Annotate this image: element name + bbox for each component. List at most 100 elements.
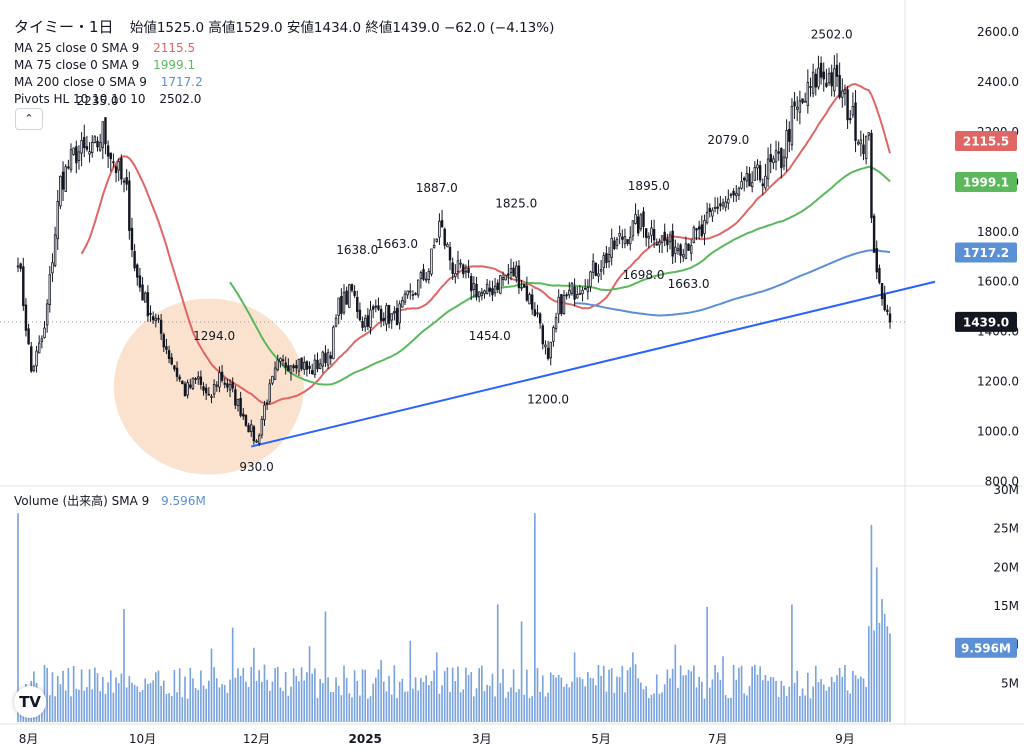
candle-body-down: [310, 370, 314, 375]
volume-bar: [353, 670, 356, 722]
volume-bar: [576, 677, 579, 722]
volume-bar: [70, 696, 72, 722]
indicator-ma25[interactable]: MA 25 close 0 SMA 9 2115.5: [14, 41, 195, 55]
volume-bar: [131, 682, 133, 722]
candle: [117, 158, 120, 182]
volume-bar: [730, 697, 732, 722]
candle: [864, 135, 868, 165]
indicator-ma75[interactable]: MA 75 close 0 SMA 9 1999.1: [14, 58, 195, 72]
candle-body-down: [814, 73, 818, 88]
candle: [782, 149, 786, 171]
candle-body-down: [377, 305, 380, 310]
volume-bar: [457, 666, 459, 722]
candle: [838, 62, 841, 100]
volume-bar: [475, 688, 478, 722]
candle-body-up: [454, 273, 457, 278]
candle-body-up: [750, 182, 754, 188]
candle: [814, 68, 818, 96]
volume-bar: [833, 681, 836, 722]
candle: [59, 175, 62, 210]
badge-label: 9.596M: [961, 641, 1011, 655]
candle-body-up: [411, 294, 415, 296]
candle-body-up: [326, 352, 330, 366]
candle: [411, 290, 415, 301]
volume-bar: [836, 675, 838, 722]
candle-body-up: [154, 318, 158, 322]
candle: [128, 171, 131, 240]
candle-body-up: [313, 359, 317, 376]
candle: [602, 252, 605, 275]
candle-body-down: [809, 86, 812, 88]
badge-bg: [955, 242, 1017, 263]
volume-bar: [520, 621, 523, 722]
collapse-legend-button[interactable]: ⌃: [15, 108, 43, 130]
pivot-label: 1663.0: [376, 237, 418, 251]
candle: [650, 219, 653, 243]
volume-bar: [332, 692, 335, 722]
volume-bar: [785, 695, 788, 722]
candle-body-up: [721, 202, 725, 207]
volume-bar: [67, 667, 70, 722]
candle: [287, 358, 290, 372]
candle: [764, 163, 767, 191]
candle: [626, 239, 629, 246]
tradingview-logo-icon[interactable]: TV: [14, 686, 46, 718]
volume-bar: [192, 678, 194, 722]
candle-body-down: [793, 101, 796, 107]
volume-bar: [149, 683, 152, 722]
volume-bar: [597, 665, 600, 722]
volume-bar: [491, 673, 494, 722]
ma25-line: [80, 83, 891, 406]
candle: [348, 283, 351, 308]
candle-body-down: [387, 304, 391, 324]
candle: [772, 155, 775, 170]
volume-bar: [541, 675, 544, 722]
candle: [114, 164, 118, 183]
candle-body-up: [610, 237, 613, 258]
candle: [424, 272, 428, 283]
volume-bar: [86, 687, 88, 722]
volume-bar: [462, 689, 465, 722]
candle-body-up: [321, 351, 325, 367]
candle-body-up: [472, 283, 476, 290]
symbol-title[interactable]: タイミー・1日: [14, 18, 114, 36]
candle: [98, 133, 102, 152]
volume-bar: [714, 664, 716, 722]
candle-body-down: [316, 359, 319, 370]
volume-bar: [245, 681, 247, 722]
candle: [350, 283, 354, 293]
volume-bar: [496, 604, 499, 722]
volume-bar: [343, 665, 345, 722]
candle: [427, 268, 431, 284]
candle: [639, 213, 643, 232]
candle: [668, 231, 672, 250]
candle-body-up: [782, 156, 786, 167]
candle: [194, 377, 197, 384]
indicator-ma200[interactable]: MA 200 close 0 SMA 9 1717.2: [14, 75, 203, 89]
candle: [19, 262, 22, 272]
candle: [398, 300, 401, 330]
candle-body-down: [345, 290, 348, 305]
volume-bar: [425, 675, 427, 722]
candle: [212, 379, 216, 399]
candle-body-up: [459, 262, 462, 265]
candle-body-down: [358, 309, 362, 321]
indicator-pivots[interactable]: Pivots HL 10 10 10 10 2502.0: [14, 92, 201, 106]
candle: [393, 306, 396, 321]
volume-bar: [647, 698, 650, 722]
candle-body-down: [825, 82, 828, 87]
volume-bar: [510, 687, 512, 722]
candle-body-down: [308, 365, 311, 369]
candle: [599, 260, 603, 281]
candle: [30, 342, 33, 373]
volume-bar: [573, 652, 576, 722]
candle: [265, 399, 269, 410]
candle-body-up: [117, 161, 120, 171]
candle-body-up: [485, 283, 489, 294]
candle: [16, 257, 20, 273]
candle-body-down: [382, 318, 385, 321]
candle: [363, 314, 367, 332]
candle-body-down: [379, 308, 383, 321]
volume-header[interactable]: Volume (出来高) SMA 9 9.596M: [14, 492, 206, 509]
